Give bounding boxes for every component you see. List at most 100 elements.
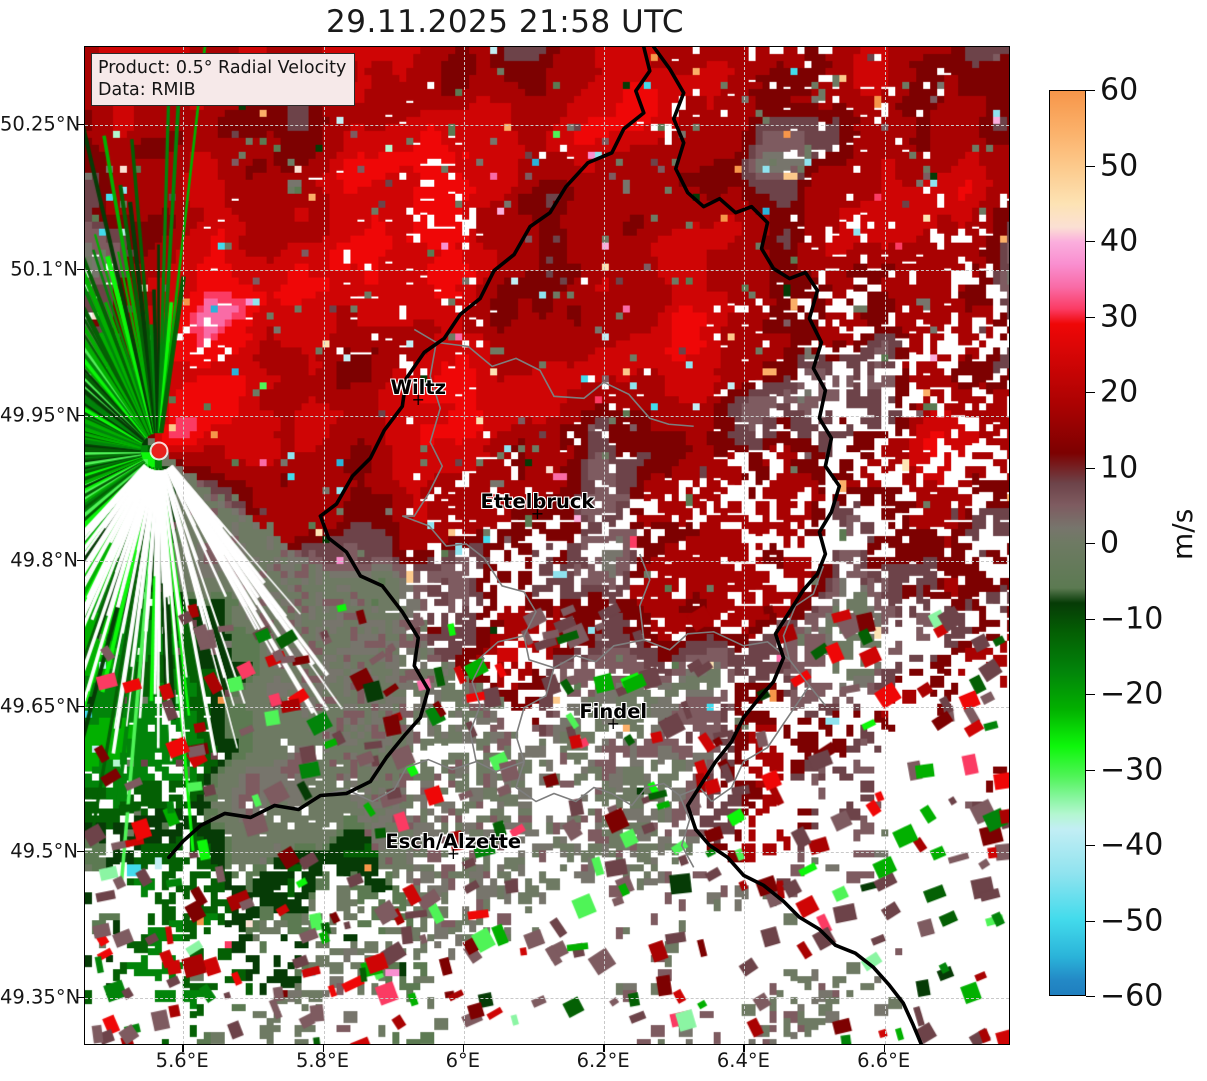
x-axis-tick-mark — [322, 1045, 324, 1052]
colorbar-tick-mark — [1086, 618, 1095, 620]
colorbar-tick-label: −30 — [1100, 752, 1164, 787]
colorbar-band — [1050, 226, 1085, 242]
colorbar-tick-mark — [1086, 769, 1095, 771]
gridline-horizontal — [85, 852, 1009, 854]
x-axis-tick-mark — [182, 1045, 184, 1052]
colorbar-tick-mark — [1086, 241, 1095, 242]
colorbar-band — [1050, 482, 1085, 506]
colorbar-tick-label: −60 — [1100, 978, 1164, 1014]
district-borders — [320, 328, 827, 868]
gridline-horizontal — [85, 561, 1009, 563]
colorbar-tick-label: 60 — [1100, 72, 1139, 108]
y-axis-tick-mark — [77, 705, 84, 707]
x-axis-tick-label: 6.2°E — [576, 1049, 630, 1072]
x-axis-tick-label: 5.8°E — [295, 1049, 350, 1072]
radar-site-marker — [151, 443, 167, 459]
y-axis-tick-label: 49.35°N — [0, 985, 81, 1008]
colorbar-band — [1050, 979, 1085, 995]
gridline-vertical — [463, 47, 465, 1044]
colorbar-unit-label: m/s — [1166, 508, 1199, 560]
colorbar-tick-label: 50 — [1100, 148, 1139, 183]
gridline-horizontal — [85, 706, 1009, 708]
colorbar-tick-mark — [1086, 996, 1095, 997]
colorbar-band — [1050, 829, 1085, 875]
colorbar-band — [1050, 407, 1085, 453]
city-label: Wiltz — [390, 376, 446, 400]
info-data-line: Data: RMIB — [98, 80, 196, 101]
colorbar-band — [1050, 670, 1085, 709]
info-product-line: Product: 0.5° Radial Velocity — [98, 58, 347, 78]
colorbar-band — [1050, 286, 1085, 310]
colorbar-band — [1050, 362, 1085, 408]
y-axis-tick-label: 49.95°N — [0, 403, 81, 427]
x-axis-tick-label: 5.6°E — [155, 1049, 209, 1072]
velocity-colorbar — [1049, 90, 1086, 996]
map-gridlines — [85, 47, 1009, 1044]
y-axis-tick-label: 49.8°N — [10, 548, 78, 572]
colorbar-tick-mark — [1086, 543, 1095, 544]
gridline-horizontal — [85, 124, 1009, 126]
product-info-box: Product: 0.5° Radial Velocity Data: RMIB — [91, 53, 356, 107]
colorbar-tick-mark — [1086, 90, 1095, 91]
city-marker-icon: + — [606, 713, 620, 733]
city-labels-layer: Wiltz + Ettelbruck + Findel + Esch/Alzette + — [85, 47, 1009, 1044]
colorbar-band — [1050, 527, 1085, 543]
y-axis-tick-label: 50.25°N — [0, 112, 81, 136]
y-axis-tick-label: 49.5°N — [10, 839, 78, 863]
gridline-vertical — [744, 47, 746, 1044]
colorbar-tick-label: 0 — [1100, 525, 1120, 561]
gridline-vertical — [604, 47, 606, 1044]
radar-map-plot[interactable]: Wiltz + Ettelbruck + Findel + Esch/Alzette + Pr… — [84, 46, 1010, 1045]
y-axis-tick-label: 49.65°N — [0, 694, 81, 718]
city-label: Esch/Alzette — [385, 829, 522, 853]
national-borders — [167, 47, 923, 1044]
colorbar-band — [1050, 919, 1085, 958]
gridline-horizontal — [85, 415, 1009, 417]
colorbar-tick-mark — [1086, 467, 1095, 469]
colorbar-tick-label: 20 — [1100, 374, 1139, 410]
x-axis-tick-label: 6.6°E — [857, 1049, 911, 1072]
colorbar-tick-mark — [1086, 165, 1095, 167]
colorbar-band — [1050, 708, 1085, 747]
y-axis-tick-mark — [77, 123, 84, 125]
colorbar-tick-label: 10 — [1100, 450, 1139, 485]
colorbar-tick-mark — [1086, 316, 1095, 318]
colorbar-tick-label: −40 — [1100, 827, 1164, 863]
gridline-horizontal — [85, 997, 1009, 999]
x-axis-tick-mark — [462, 1045, 465, 1052]
city-label: Ettelbruck — [480, 490, 595, 514]
colorbar-band — [1050, 633, 1085, 671]
y-axis-tick-mark — [77, 414, 84, 416]
gridline-vertical — [183, 47, 185, 1044]
gridline-vertical — [323, 47, 325, 1044]
x-axis-tick-mark — [883, 1045, 886, 1052]
x-axis-tick-label: 6°E — [445, 1049, 481, 1072]
y-axis-tick-mark — [77, 996, 84, 998]
colorbar-band — [1050, 798, 1085, 814]
colorbar-band — [1050, 324, 1085, 363]
map-borders-layer — [167, 47, 923, 1044]
colorbar-tick-label: −10 — [1100, 601, 1164, 636]
colorbar-band — [1050, 309, 1085, 325]
x-axis-tick-mark — [743, 1045, 745, 1052]
x-axis-tick-label: 6.4°E — [716, 1049, 770, 1072]
colorbar-band — [1050, 746, 1085, 777]
page-title: 29.11.2025 21:58 UTC — [326, 4, 684, 40]
colorbar-band — [1050, 588, 1085, 604]
colorbar-tick-label: 30 — [1100, 299, 1139, 334]
city-marker-icon: + — [446, 843, 460, 863]
gridline-vertical — [884, 47, 886, 1044]
colorbar-tick-mark — [1086, 694, 1095, 695]
colorbar-tick-label: −50 — [1100, 903, 1164, 938]
colorbar-tick-mark — [1086, 845, 1095, 846]
colorbar-band — [1050, 603, 1085, 634]
colorbar-band — [1050, 166, 1085, 204]
colorbar-tick-label: 40 — [1100, 223, 1139, 259]
colorbar-band — [1050, 452, 1085, 483]
city-marker-icon: + — [530, 504, 545, 524]
y-axis-tick-mark — [77, 269, 84, 271]
colorbar-band — [1050, 505, 1085, 528]
colorbar-band — [1050, 776, 1085, 799]
colorbar-band — [1050, 91, 1085, 129]
colorbar-band — [1050, 957, 1085, 980]
